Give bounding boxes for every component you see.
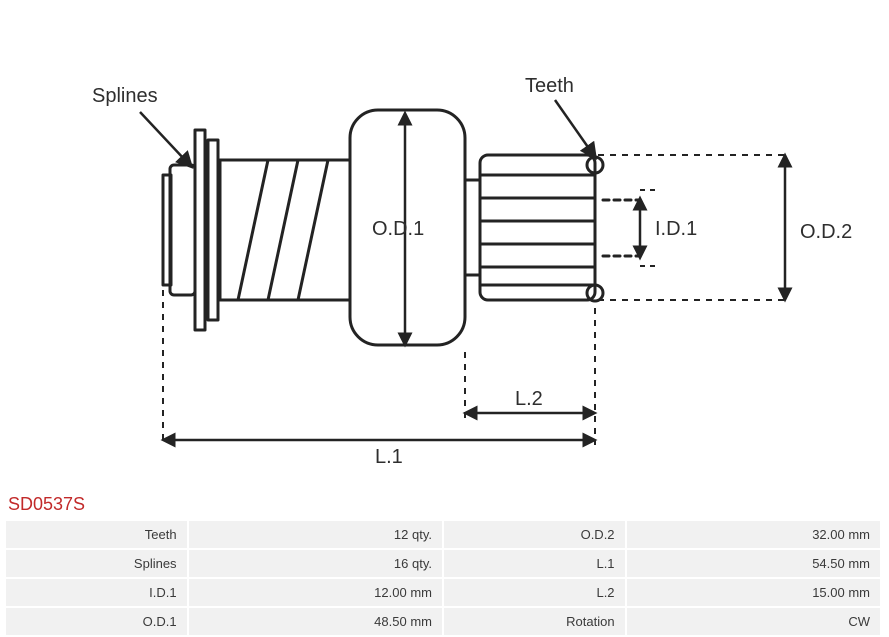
table-row: I.D.112.00 mmL.215.00 mm <box>6 579 880 606</box>
spec-key: O.D.2 <box>444 521 625 548</box>
dim-label-l1: L.1 <box>375 446 403 468</box>
diagram-container: O.D.1 O.D.2 I.D.1 L.2 L.1 Splines Teeth <box>0 0 889 490</box>
spec-key: O.D.1 <box>6 608 187 635</box>
part-code: SD0537S <box>0 490 889 519</box>
spec-value: 54.50 mm <box>627 550 880 577</box>
specs-table: Teeth12 qty.O.D.232.00 mmSplines16 qty.L… <box>4 519 882 637</box>
spec-key: L.1 <box>444 550 625 577</box>
spec-value: 12.00 mm <box>189 579 442 606</box>
spec-value: 16 qty. <box>189 550 442 577</box>
dim-label-l2: L.2 <box>515 388 543 410</box>
spec-value: 12 qty. <box>189 521 442 548</box>
table-row: Teeth12 qty.O.D.232.00 mm <box>6 521 880 548</box>
dim-label-id1: I.D.1 <box>655 218 697 240</box>
table-row: O.D.148.50 mmRotationCW <box>6 608 880 635</box>
spec-key: L.2 <box>444 579 625 606</box>
spec-value: 48.50 mm <box>189 608 442 635</box>
spec-key: Splines <box>6 550 187 577</box>
table-row: Splines16 qty.L.154.50 mm <box>6 550 880 577</box>
dim-label-od1: O.D.1 <box>372 218 424 240</box>
spec-value: 32.00 mm <box>627 521 880 548</box>
spec-value: CW <box>627 608 880 635</box>
spec-key: Rotation <box>444 608 625 635</box>
callout-splines: Splines <box>92 85 158 107</box>
spec-key: Teeth <box>6 521 187 548</box>
technical-drawing: O.D.1 O.D.2 I.D.1 L.2 L.1 Splines Teeth <box>0 0 889 490</box>
spec-key: I.D.1 <box>6 579 187 606</box>
spec-value: 15.00 mm <box>627 579 880 606</box>
dim-label-od2: O.D.2 <box>800 221 852 243</box>
callout-teeth: Teeth <box>525 75 574 97</box>
